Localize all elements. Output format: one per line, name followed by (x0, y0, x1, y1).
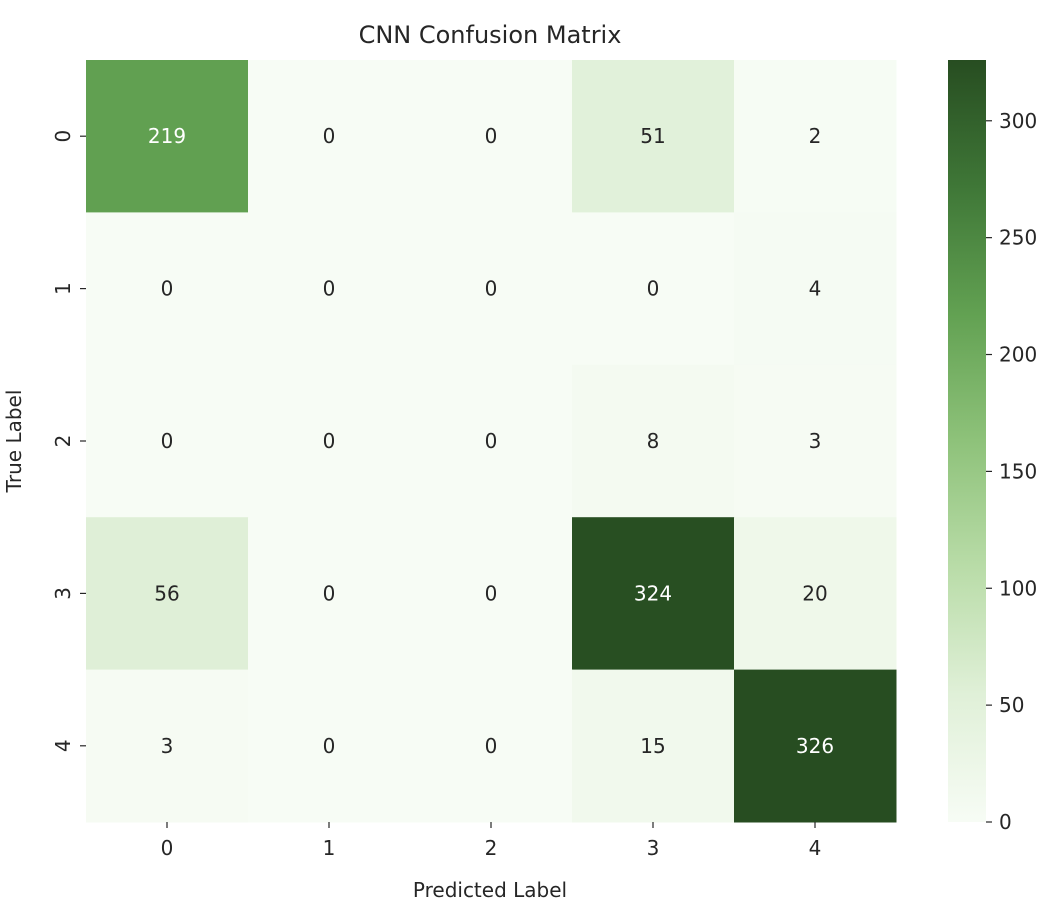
heatmap-cell (248, 364, 411, 518)
cell-value-label: 20 (802, 581, 827, 605)
heatmap-cell (410, 60, 573, 213)
chart-title: CNN Confusion Matrix (359, 21, 622, 49)
heatmap-cell (410, 212, 573, 366)
cell-value-label: 0 (323, 277, 336, 301)
y-axis-label: True Label (2, 390, 26, 494)
heatmap-cell (86, 364, 249, 518)
cell-value-label: 4 (809, 277, 822, 301)
colorbar-tick-label: 200 (999, 343, 1037, 367)
cell-value-label: 326 (796, 734, 834, 758)
cell-value-label: 0 (647, 277, 660, 301)
heatmap-cell (248, 212, 411, 366)
colorbar-tick-label: 250 (999, 226, 1037, 250)
heatmap-cell (734, 669, 897, 823)
cell-value-label: 0 (323, 734, 336, 758)
x-tick-label: 4 (809, 836, 822, 860)
y-tick-label: 3 (51, 587, 75, 600)
y-axis-ticks: 0 1 2 3 4 (51, 130, 86, 752)
cell-value-label: 0 (323, 124, 336, 148)
heatmap-cell (734, 60, 897, 213)
colorbar-gradient (948, 60, 986, 822)
colorbar-tick-label: 300 (999, 109, 1037, 133)
heatmap-cell (86, 517, 249, 671)
cell-value-label: 219 (148, 124, 186, 148)
heatmap-cell (248, 60, 411, 213)
heatmap-cell (572, 517, 735, 671)
heatmap-cell (734, 364, 897, 518)
heatmap-cell (248, 669, 411, 823)
x-axis-ticks: 0 1 2 3 4 (161, 822, 822, 860)
x-tick-label: 0 (161, 836, 174, 860)
heatmap-cell (572, 669, 735, 823)
cell-value-label: 3 (809, 429, 822, 453)
heatmap-cell (410, 517, 573, 671)
cell-value-label: 51 (640, 124, 665, 148)
heatmap-cell (734, 517, 897, 671)
heatmap-cell (410, 364, 573, 518)
x-tick-label: 3 (647, 836, 660, 860)
cell-value-label: 324 (634, 581, 672, 605)
y-tick-label: 2 (51, 435, 75, 448)
cell-value-label: 0 (485, 581, 498, 605)
cell-annotations: 219 0 0 51 20 0 0 0 40 0 0 8 356 0 0 324 203 0 0 15 326 (148, 124, 834, 758)
colorbar (948, 60, 986, 822)
heatmap-cell (248, 517, 411, 671)
cell-value-label: 0 (161, 429, 174, 453)
cell-value-label: 0 (485, 734, 498, 758)
cell-value-label: 0 (323, 581, 336, 605)
cell-value-label: 3 (161, 734, 174, 758)
cell-value-label: 0 (485, 429, 498, 453)
y-tick-label: 1 (51, 282, 75, 295)
heatmap-cell (572, 212, 735, 366)
cell-value-label: 56 (154, 581, 179, 605)
heatmap-cell (572, 364, 735, 518)
y-tick-label: 4 (51, 739, 75, 752)
colorbar-tick-label: 50 (999, 693, 1024, 717)
colorbar-tick-label: 150 (999, 459, 1037, 483)
cell-value-label: 2 (809, 124, 822, 148)
x-tick-label: 1 (323, 836, 336, 860)
heatmap-cell (734, 212, 897, 366)
heatmap-cell (572, 60, 735, 213)
x-tick-label: 2 (485, 836, 498, 860)
cell-value-label: 8 (647, 429, 660, 453)
heatmap-cell (86, 60, 249, 213)
heatmap-cell (410, 669, 573, 823)
colorbar-tick-label: 100 (999, 576, 1037, 600)
cell-value-label: 15 (640, 734, 665, 758)
y-tick-label: 0 (51, 130, 75, 143)
cell-value-label: 0 (485, 277, 498, 301)
heatmap-cell (86, 669, 249, 823)
heatmap-cells (86, 60, 897, 823)
colorbar-tick-label: 0 (999, 810, 1012, 834)
x-axis-label: Predicted Label (413, 878, 567, 902)
colorbar-ticks: 0 50 100 150 200 250 300 (986, 109, 1037, 834)
cell-value-label: 0 (161, 277, 174, 301)
cell-value-label: 0 (323, 429, 336, 453)
cell-value-label: 0 (485, 124, 498, 148)
heatmap-cell (86, 212, 249, 366)
